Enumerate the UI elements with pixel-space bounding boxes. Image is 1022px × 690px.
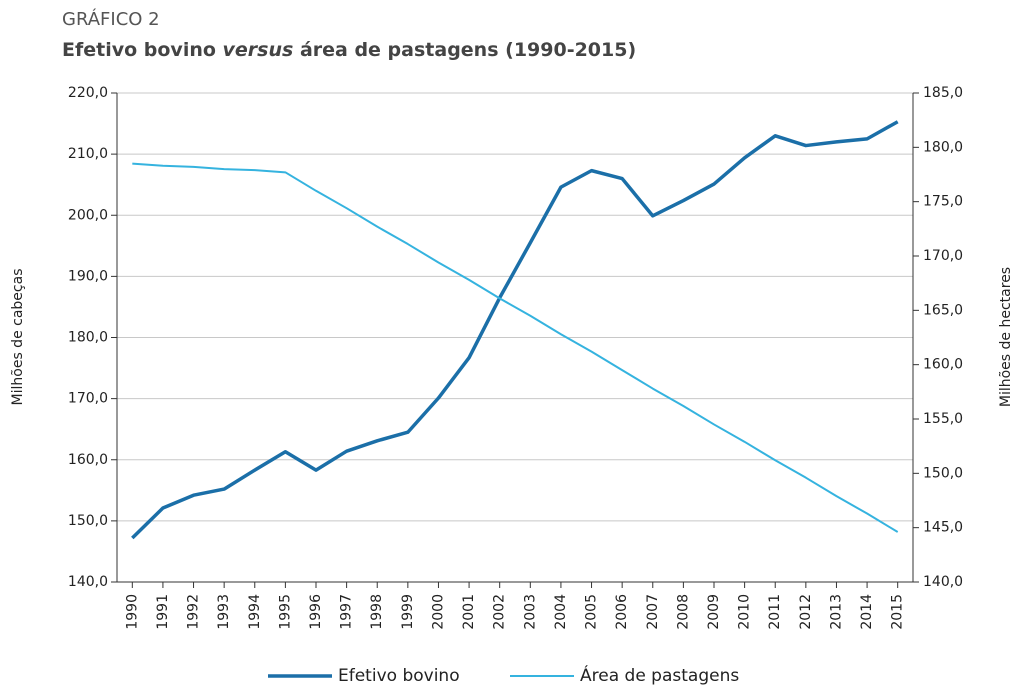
legend-label: Efetivo bovino <box>338 666 460 686</box>
x-tick-label: 2002 <box>492 594 508 630</box>
x-tick-label: 2008 <box>675 594 691 630</box>
y2-tick-label: 180,0 <box>923 139 963 155</box>
y2-tick-label: 140,0 <box>923 574 963 590</box>
x-tick-label: 2014 <box>859 594 875 630</box>
y2-tick-label: 185,0 <box>923 85 963 101</box>
y2-tick-label: 145,0 <box>923 520 963 536</box>
y-tick-label: 140,0 <box>68 574 108 590</box>
x-tick-label: 2010 <box>737 594 753 630</box>
x-tick-label: 2009 <box>706 594 722 630</box>
x-tick-label: 1995 <box>277 594 293 630</box>
y-tick-label: 170,0 <box>68 391 108 407</box>
x-tick-label: 2005 <box>584 594 600 630</box>
y2-tick-label: 150,0 <box>923 465 963 481</box>
y-tick-label: 220,0 <box>68 85 108 101</box>
x-tick-label: 1999 <box>400 594 416 630</box>
y2-tick-label: 165,0 <box>923 302 963 318</box>
x-tick-label: 2011 <box>767 594 783 630</box>
x-tick-label: 2001 <box>461 594 477 630</box>
title-part: Efetivo bovino <box>62 39 223 61</box>
x-tick-label: 1994 <box>247 594 263 630</box>
title-part: versus <box>223 39 294 61</box>
y2-tick-label: 175,0 <box>923 194 963 210</box>
y2-tick-label: 170,0 <box>923 248 963 264</box>
x-tick-label: 2007 <box>645 594 661 630</box>
x-tick-label: 2012 <box>798 594 814 630</box>
x-tick-label: 1991 <box>155 594 171 630</box>
x-tick-label: 2004 <box>553 594 569 630</box>
y2-tick-label: 155,0 <box>923 411 963 427</box>
x-tick-label: 1996 <box>308 594 324 630</box>
x-tick-label: 1998 <box>369 594 385 630</box>
y-tick-label: 200,0 <box>68 207 108 223</box>
y2-tick-label: 160,0 <box>923 357 963 373</box>
x-tick-label: 2015 <box>890 594 906 630</box>
x-tick-label: 2006 <box>614 594 630 630</box>
y2-axis-label: Milhões de hectares <box>998 267 1014 407</box>
x-tick-label: 2003 <box>522 594 538 630</box>
x-tick-label: 2013 <box>828 594 844 630</box>
y-axis-label: Milhões de cabeças <box>10 269 26 406</box>
x-tick-label: 1992 <box>186 594 202 630</box>
chart-title: Efetivo bovino versus área de pastagens … <box>62 39 636 61</box>
y-tick-label: 210,0 <box>68 146 108 162</box>
series-line <box>131 120 899 540</box>
title-part: área de pastagens (1990-2015) <box>293 39 636 61</box>
y-tick-label: 160,0 <box>68 452 108 468</box>
x-tick-label: 1993 <box>216 594 232 630</box>
chart-kicker: GRÁFICO 2 <box>62 8 160 30</box>
x-tick-label: 1990 <box>124 594 140 630</box>
y-tick-label: 190,0 <box>68 268 108 284</box>
series-line <box>132 162 899 533</box>
x-tick-label: 1997 <box>339 594 355 630</box>
y-tick-label: 180,0 <box>68 330 108 346</box>
legend-label: Área de pastagens <box>580 664 739 686</box>
x-tick-label: 2000 <box>430 594 446 630</box>
y-tick-label: 150,0 <box>68 513 108 529</box>
